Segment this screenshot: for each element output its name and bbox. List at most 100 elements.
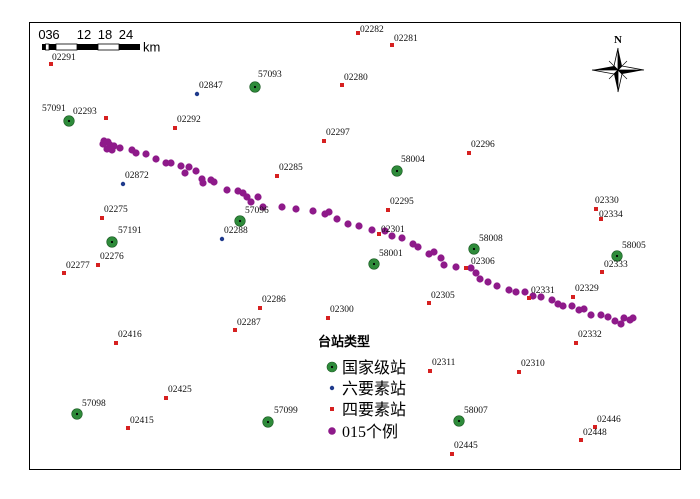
legend-label-national: 国家级站: [342, 359, 406, 377]
station-02300: 02300: [326, 305, 354, 320]
station-57098: 57098: [71, 399, 106, 420]
station-02306: 02306: [464, 257, 495, 270]
national-station-center: [266, 420, 270, 424]
station-02847: 02847: [194, 81, 223, 97]
four-element-station-marker: [390, 43, 394, 47]
station-label: 58005: [622, 241, 646, 251]
station-label: 02416: [118, 330, 142, 340]
station-02310: 02310: [517, 359, 545, 374]
station-label: 02301: [381, 225, 405, 235]
case-015-point: [142, 150, 150, 158]
four-element-station-marker: [593, 425, 597, 429]
case-015-point: [472, 269, 480, 277]
four-element-station-marker: [594, 207, 598, 211]
station-02329: 02329: [571, 284, 599, 299]
case-015-point: [152, 155, 160, 163]
four-element-station-marker: [100, 216, 104, 220]
case-015-point: [414, 243, 422, 251]
four-element-station-marker: [574, 341, 578, 345]
station-02334: 02334: [599, 210, 623, 221]
station-02332: 02332: [574, 330, 602, 345]
station-02333: 02333: [600, 260, 628, 274]
case-015-point: [604, 313, 612, 321]
station-label: 57191: [118, 226, 142, 236]
station-label: 02288: [224, 226, 248, 236]
map-frame: [29, 22, 681, 470]
station-label: 02330: [595, 196, 619, 206]
case-015-point: [611, 317, 619, 325]
case-015-point: [185, 163, 193, 171]
four-element-station-marker: [600, 270, 604, 274]
scale-ticks: 0 3 6 12 18 24: [38, 27, 133, 42]
station-58008: 58008: [468, 234, 503, 255]
station-02330: 02330: [594, 196, 619, 211]
scale-tick-label: 0: [38, 27, 45, 42]
legend-label-six: 六要素站: [342, 380, 406, 398]
scale-tick-label: 24: [119, 27, 133, 42]
four-element-station-marker: [173, 126, 177, 130]
legend-label-case: 015个例: [342, 423, 398, 441]
station-02425: 02425: [164, 385, 192, 400]
case-015-point: [210, 178, 218, 186]
scale-tick-label: 12: [77, 27, 91, 42]
case-015-point: [254, 193, 262, 201]
station-label: 02334: [599, 210, 623, 220]
station-label: 02311: [432, 358, 456, 368]
station-label: 02296: [471, 140, 495, 150]
station-02286: 02286: [258, 295, 286, 310]
station-label: 02333: [604, 260, 628, 270]
station-02288: 02288: [219, 226, 248, 242]
case-015-track: [99, 137, 637, 328]
station-57096: 57096: [234, 206, 269, 227]
station-label: 02446: [597, 415, 621, 425]
station-02305: 02305: [427, 291, 455, 305]
station-02331: 02331: [527, 286, 555, 300]
station-label: 02847: [199, 81, 223, 91]
case-015-point: [476, 275, 484, 283]
four-element-station-marker: [322, 139, 326, 143]
legend-item-national: 国家级站: [326, 359, 406, 377]
legend-label-four: 四要素站: [342, 401, 406, 419]
station-label: 58004: [401, 155, 425, 165]
case-015-point: [440, 261, 448, 269]
case-015-point: [617, 320, 625, 328]
case-015-point: [398, 234, 406, 242]
case-015-point: [368, 226, 376, 234]
case-015-point: [537, 293, 545, 301]
station-label: 57091: [42, 104, 66, 114]
case-015-point: [99, 140, 107, 148]
station-label: 02415: [130, 416, 154, 426]
station-layer: 57093 57091 58004 57096 57191 58008 58001 58005…: [42, 25, 646, 456]
case-015-point: [505, 286, 513, 294]
station-label: 02295: [390, 197, 414, 207]
case-015-point: [292, 205, 300, 213]
four-element-station-marker: [599, 217, 603, 221]
scale-tick-label: 3: [45, 27, 52, 42]
case-015-point: [548, 296, 556, 304]
station-58005: 58005: [611, 241, 646, 262]
case-015-point: [333, 215, 341, 223]
station-label: 02280: [344, 73, 368, 83]
station-02291: 02291: [49, 53, 76, 66]
station-02293: 02293: [73, 107, 108, 120]
legend-item-six: 六要素站: [329, 380, 406, 398]
station-label: 02277: [66, 261, 90, 271]
station-02297: 02297: [322, 128, 350, 143]
station-label: 02310: [521, 359, 545, 369]
station-57191: 57191: [106, 226, 142, 248]
six-element-station-marker: [120, 181, 126, 187]
case-015-point: [430, 248, 438, 256]
station-02311: 02311: [428, 358, 456, 373]
national-station-center: [238, 219, 242, 223]
scale-bar: 0 3 6 12 18 24 km: [38, 27, 160, 55]
national-station-center: [253, 85, 257, 89]
station-02282: 02282: [356, 25, 384, 35]
case-015-point: [132, 149, 140, 157]
station-02281: 02281: [390, 34, 418, 47]
station-57099: 57099: [262, 406, 298, 428]
station-label: 02872: [125, 171, 149, 181]
scale-unit: km: [143, 40, 160, 55]
legend-item-case: 015个例: [328, 423, 398, 441]
station-label: 02282: [360, 25, 384, 35]
station-label: 02445: [454, 441, 478, 451]
